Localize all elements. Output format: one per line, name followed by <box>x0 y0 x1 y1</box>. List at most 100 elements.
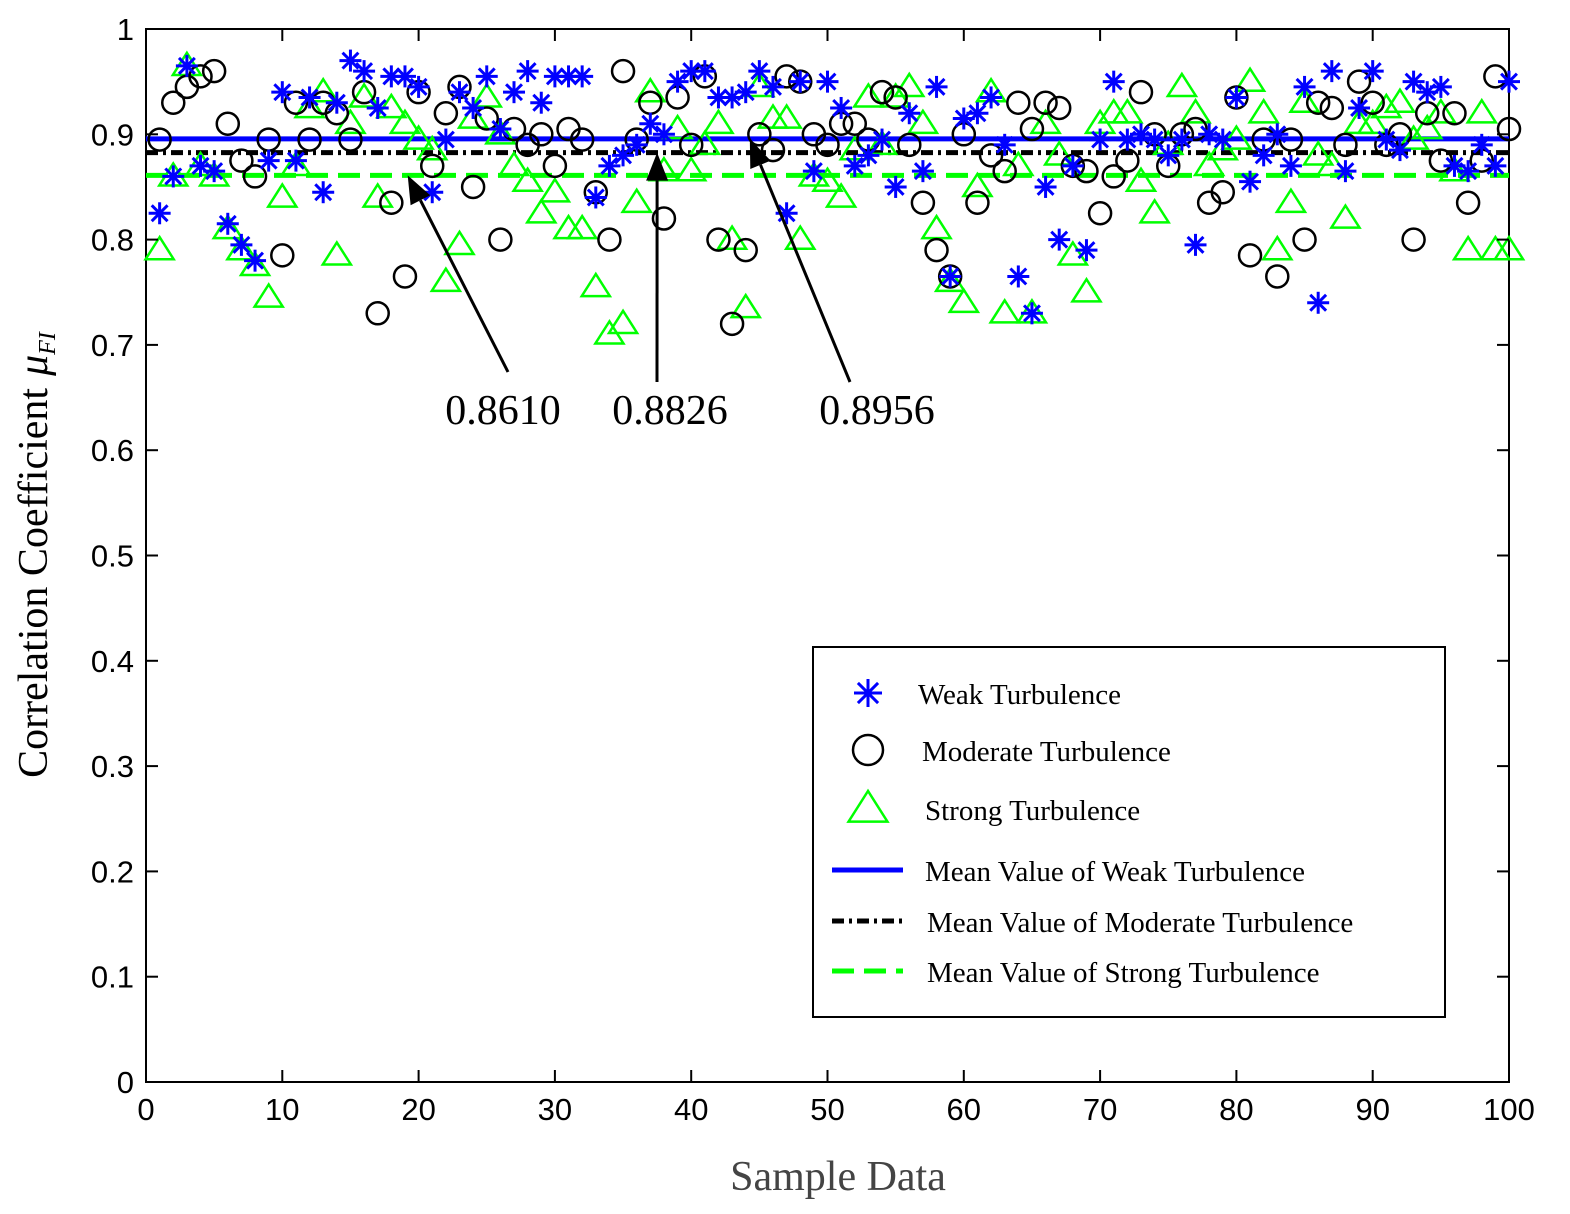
annotation-label: 0.8956 <box>819 388 935 434</box>
data-point-circle <box>1101 164 1126 189</box>
data-point-asterisk <box>1252 144 1275 167</box>
data-point-asterisk <box>584 186 607 209</box>
data-point-triangle <box>538 176 572 203</box>
x-tick-label: 30 <box>538 1092 572 1127</box>
data-point-asterisk <box>284 149 307 172</box>
data-point-asterisk <box>734 81 757 104</box>
data-point-triangle <box>579 271 613 298</box>
legend-label: Mean Value of Moderate Turbulence <box>927 907 1353 939</box>
data-point-asterisk <box>571 65 594 88</box>
x-tick-label: 80 <box>1219 1092 1253 1127</box>
data-point-triangle <box>1451 234 1485 261</box>
data-point-circle <box>965 190 990 215</box>
data-point-asterisk <box>1470 133 1493 156</box>
data-point-circle <box>719 311 745 337</box>
data-point-triangle <box>1111 97 1144 124</box>
data-point-asterisk <box>162 165 185 188</box>
data-point-circle <box>1305 90 1331 115</box>
data-point-circle <box>924 237 949 263</box>
data-point-circle <box>1265 264 1290 289</box>
data-point-circle <box>1019 116 1045 142</box>
data-point-triangle <box>824 182 858 208</box>
data-point-triangle <box>1165 71 1199 98</box>
data-point-circle <box>188 64 213 89</box>
data-point-asterisk <box>693 60 716 83</box>
data-point-asterisk <box>434 128 457 151</box>
data-point-circle <box>1333 132 1358 158</box>
data-point-triangle <box>1492 234 1526 261</box>
data-point-triangle <box>279 150 313 177</box>
data-point-triangle <box>1179 97 1212 124</box>
data-point-asterisk <box>448 81 471 104</box>
y-tick-label: 0.2 <box>91 854 134 889</box>
data-point-circle <box>242 164 268 189</box>
data-point-triangle <box>347 82 381 108</box>
data-point-circle <box>651 206 677 231</box>
x-tick-label: 10 <box>265 1092 299 1127</box>
y-tick-label: 0.8 <box>91 223 134 258</box>
data-point-triangle <box>375 92 408 119</box>
data-point-circle <box>610 58 636 84</box>
data-point-circle <box>747 122 772 147</box>
data-point-asterisk <box>1334 160 1357 183</box>
data-point-asterisk <box>1225 86 1248 109</box>
data-point-triangle <box>429 266 463 293</box>
data-point-triangle <box>1070 276 1103 303</box>
data-point-asterisk <box>353 60 376 83</box>
data-point-asterisk <box>980 86 1003 109</box>
data-point-asterisk <box>203 160 226 183</box>
data-point-asterisk <box>789 70 812 93</box>
data-point-triangle <box>674 155 708 182</box>
y-axis-symbol: μ <box>11 355 57 377</box>
data-point-asterisk <box>1170 128 1193 151</box>
data-point-triangle <box>402 124 435 150</box>
data-point-asterisk <box>816 70 839 93</box>
data-point-triangle <box>1220 124 1253 150</box>
data-point-triangle <box>1301 140 1335 166</box>
data-point-asterisk <box>652 123 675 146</box>
data-point-circle <box>774 64 799 89</box>
legend-label: Mean Value of Weak Turbulence <box>925 856 1305 888</box>
data-point-asterisk <box>993 133 1016 156</box>
data-point-triangle <box>565 213 599 240</box>
annotation-label: 0.8610 <box>445 388 561 434</box>
y-tick-label: 0.1 <box>91 960 134 995</box>
data-point-asterisk <box>1102 70 1125 93</box>
data-point-asterisk <box>1484 154 1507 177</box>
data-point-asterisk <box>1402 70 1425 93</box>
data-point-asterisk <box>1320 60 1343 83</box>
data-point-circle <box>760 137 786 163</box>
data-point-asterisk <box>462 96 485 119</box>
x-tick-label: 40 <box>674 1092 708 1127</box>
data-point-triangle <box>988 297 1022 324</box>
x-tick-label: 90 <box>1355 1092 1389 1127</box>
data-point-triangle <box>620 187 653 214</box>
data-point-triangle <box>1233 66 1267 92</box>
data-point-circle <box>978 143 1004 168</box>
data-point-triangle <box>238 250 272 277</box>
data-point-triangle <box>1138 197 1171 224</box>
data-point-triangle <box>252 282 285 308</box>
data-point-triangle <box>852 82 885 108</box>
data-point-circle <box>815 132 840 158</box>
data-point-triangle <box>715 224 749 250</box>
annotation-label: 0.8826 <box>612 388 728 434</box>
data-point-circle <box>215 111 241 137</box>
data-point-asterisk <box>1388 139 1411 162</box>
data-point-asterisk <box>1266 123 1289 146</box>
data-point-circle <box>419 153 445 179</box>
legend-label: Strong Turbulence <box>925 795 1140 827</box>
data-point-triangle <box>1192 150 1226 177</box>
y-axis-title: Correlation Coefficient μFI <box>11 331 61 778</box>
data-point-asterisk <box>1348 96 1371 119</box>
data-point-circle <box>460 174 486 200</box>
data-point-asterisk <box>1279 154 1302 177</box>
data-point-circle <box>229 148 254 173</box>
data-point-asterisk <box>761 75 784 98</box>
data-point-triangle <box>606 308 640 335</box>
data-point-circle <box>897 132 922 158</box>
data-point-asterisk <box>666 70 689 93</box>
data-point-circle <box>1483 64 1508 89</box>
data-point-triangle <box>1410 113 1444 140</box>
data-point-circle <box>297 127 322 152</box>
